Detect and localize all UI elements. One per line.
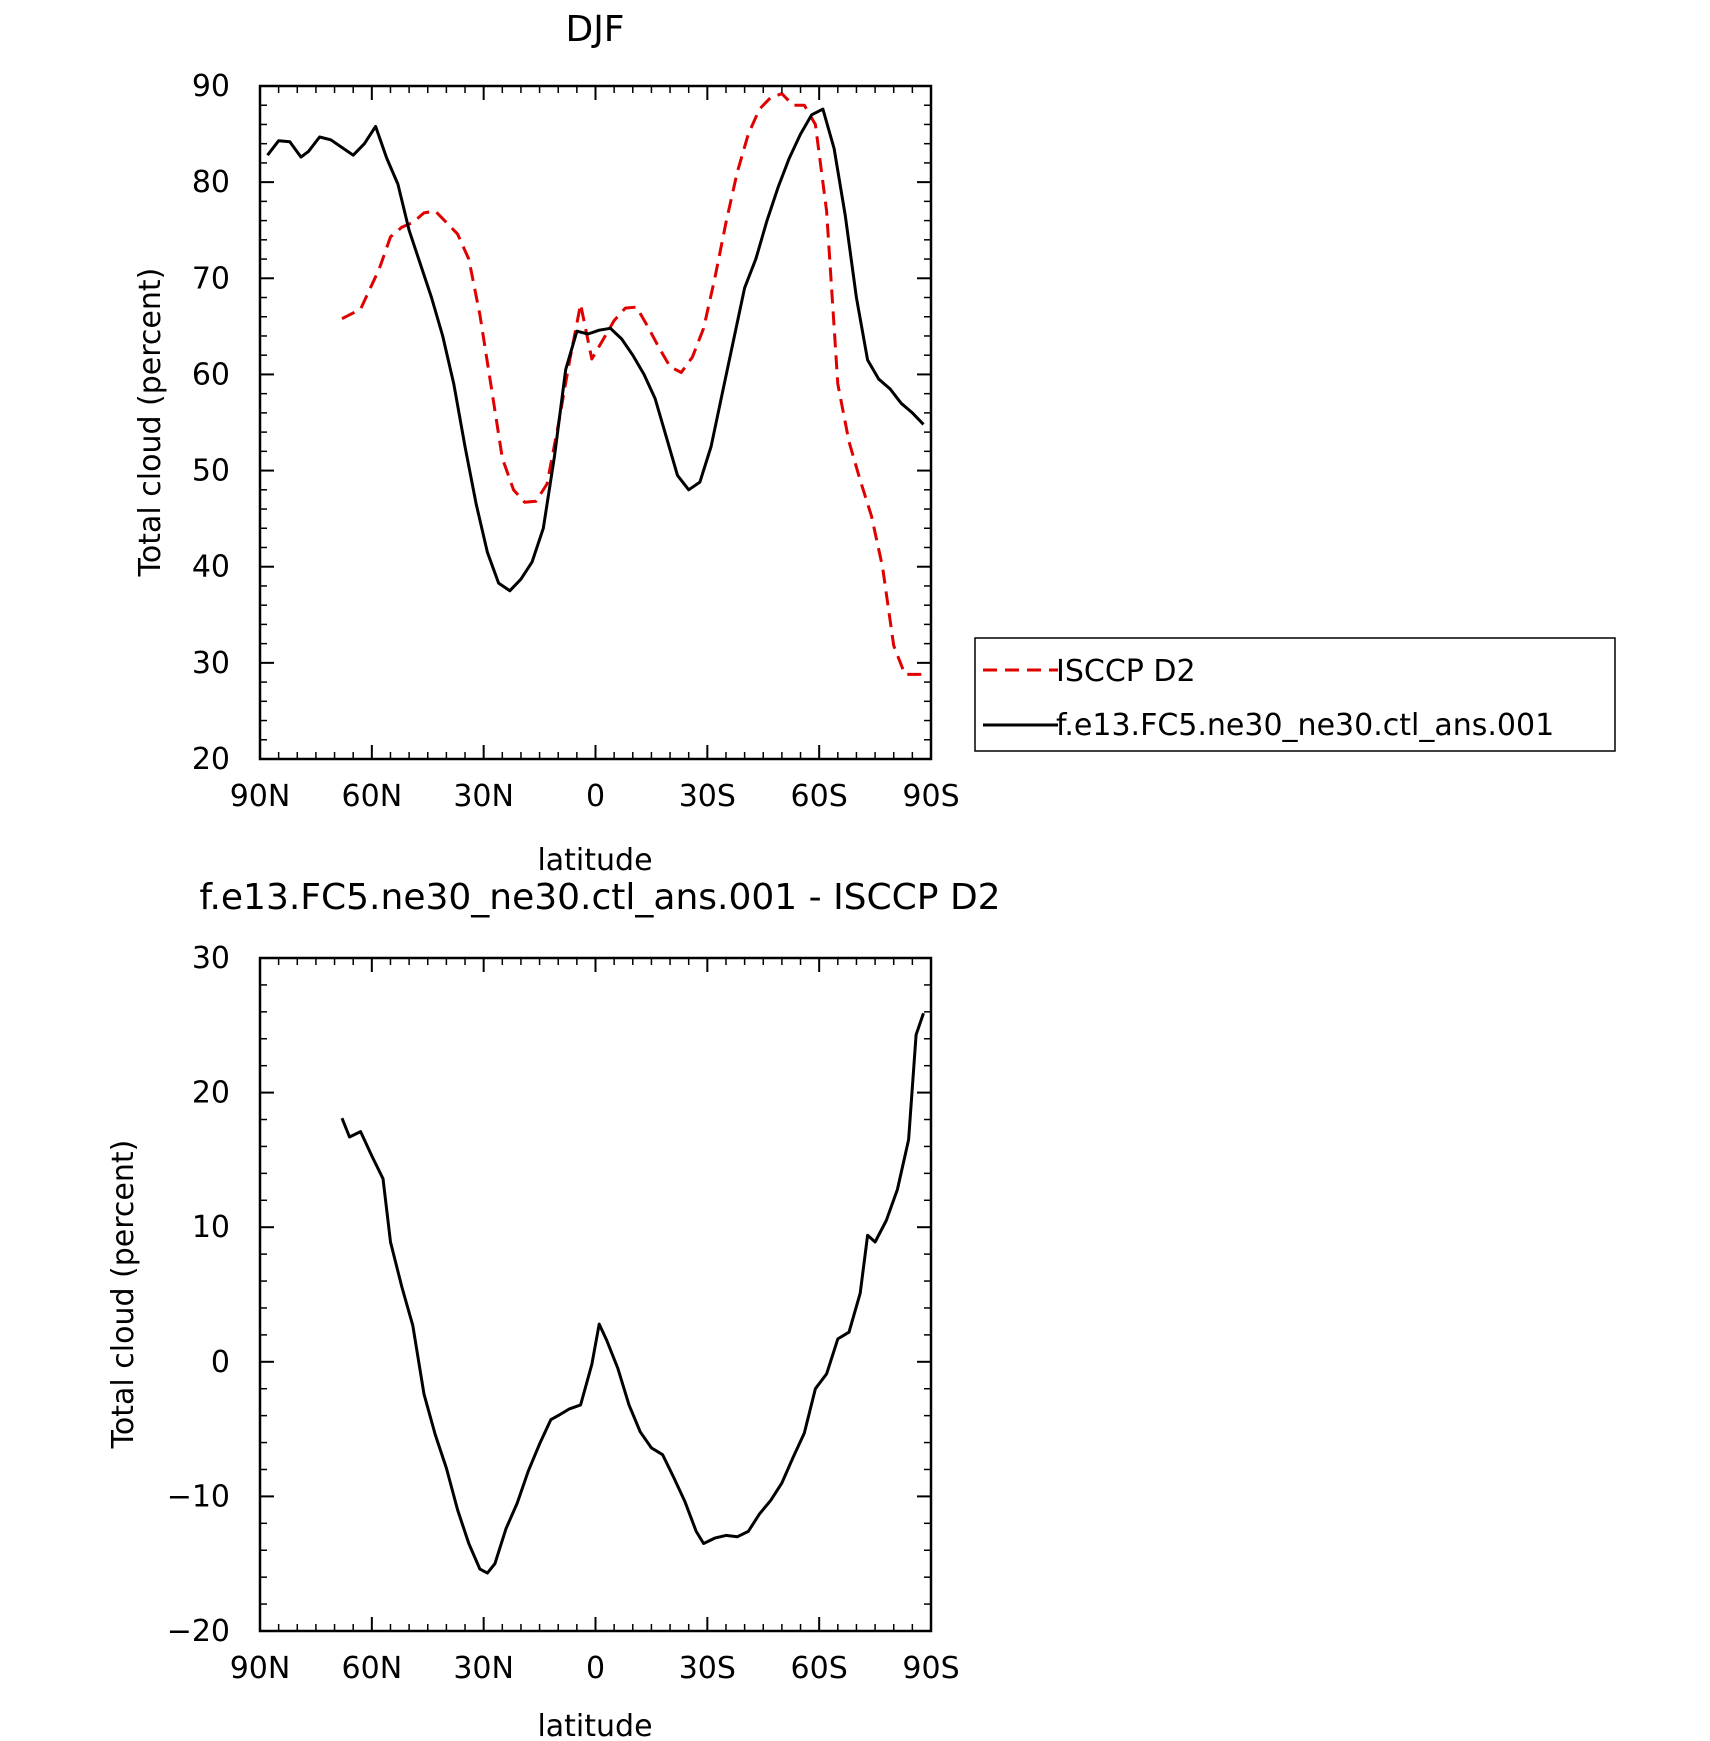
x-tick-label: 30N [453, 779, 514, 814]
legend-box [974, 637, 1616, 752]
x-tick-label: 30N [453, 1651, 514, 1686]
x-tick-label: 30S [679, 1651, 736, 1686]
y-tick-label: 80 [192, 165, 230, 200]
chart-title: f.e13.FC5.ne30_ne30.ctl_ans.001 - ISCCP … [199, 877, 1000, 918]
x-tick-label: 90N [230, 1651, 291, 1686]
y-tick-label: 20 [192, 1076, 230, 1111]
series-group [340, 1012, 925, 1575]
y-axis-label: Total cloud (percent) [133, 268, 168, 578]
x-tick-label: 90N [230, 779, 291, 814]
y-tick-label: −10 [167, 1479, 230, 1514]
y-tick-label: 60 [192, 357, 230, 392]
tick-group: 90N 60N 30N 0 30S 60S 90S −20 −10 0 10 20 30 [167, 941, 960, 1686]
y-tick-label: 20 [192, 742, 230, 777]
y-tick-label: −20 [167, 1614, 230, 1649]
series-line-f-e13-fc5-ne30-ne30-ctl-ans-001 [266, 107, 925, 593]
chart-title: DJF [565, 9, 624, 50]
y-tick-label: 70 [192, 261, 230, 296]
y-tick-label: 10 [192, 1210, 230, 1245]
x-axis-label: latitude [537, 843, 652, 878]
y-axis-label: Total cloud (percent) [106, 1140, 141, 1450]
x-tick-label: 0 [586, 1651, 605, 1686]
x-tick-label: 60S [791, 1651, 848, 1686]
plot-frame [258, 956, 933, 1633]
x-tick-label: 90S [902, 779, 959, 814]
difference-panel: f.e13.FC5.ne30_ne30.ctl_ans.001 - ISCCP … [106, 877, 1001, 1741]
djf-panel: DJF 90N 60N 30N 0 30S 60S 90S2030405060708090 … [133, 9, 960, 878]
y-tick-label: 90 [192, 69, 230, 104]
plot-frame [258, 84, 933, 761]
legend: ISCCP D2 f.e13.FC5.ne30_ne30.ctl_ans.001 [974, 637, 1616, 752]
legend-label-isccp: ISCCP D2 [1056, 654, 1196, 689]
series-line-difference [340, 1012, 925, 1575]
x-tick-label: 60N [342, 1651, 403, 1686]
y-tick-label: 0 [211, 1345, 230, 1380]
y-tick-label: 50 [192, 454, 230, 489]
y-tick-label: 40 [192, 550, 230, 585]
series-line-isccp-d2 [341, 92, 928, 676]
x-axis-label: latitude [537, 1709, 652, 1741]
y-tick-label: 30 [192, 646, 230, 681]
x-tick-label: 0 [586, 779, 605, 814]
x-tick-label: 90S [902, 1651, 959, 1686]
x-tick-label: 60S [791, 779, 848, 814]
x-tick-label: 60N [342, 779, 403, 814]
tick-group: 90N 60N 30N 0 30S 60S 90S 20 30 40 50 60 70 80 90 [192, 69, 960, 814]
y-tick-label: 30 [192, 941, 230, 976]
x-tick-label: 30S [679, 779, 736, 814]
series-group [266, 92, 928, 676]
legend-label-model: f.e13.FC5.ne30_ne30.ctl_ans.001 [1056, 708, 1554, 743]
